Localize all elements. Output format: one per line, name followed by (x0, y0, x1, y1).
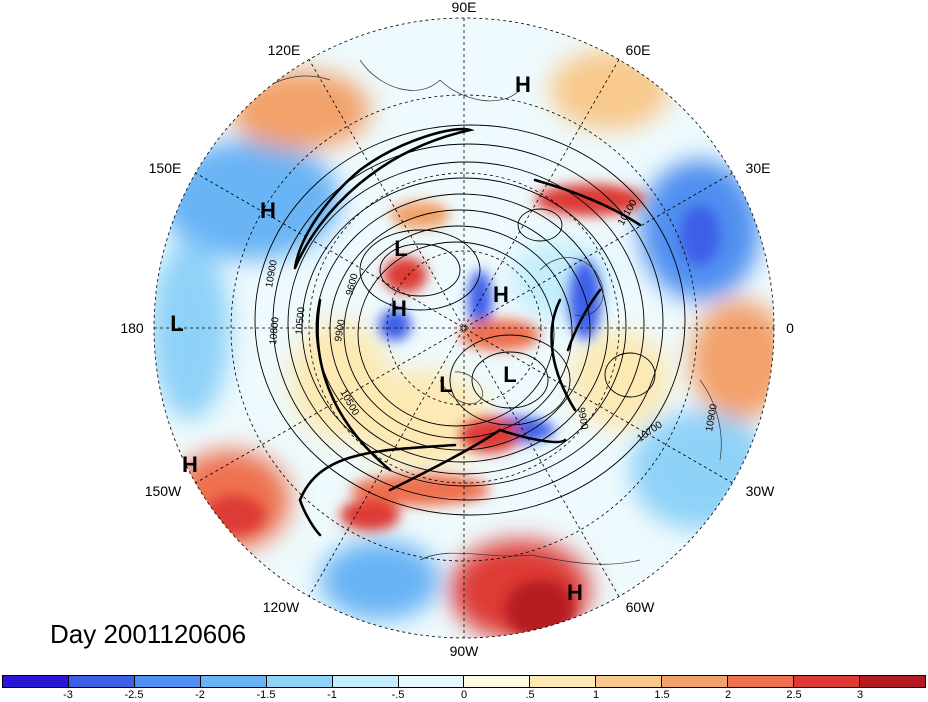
date-title: Day 2001120606 (50, 619, 247, 649)
high-pressure-label: H (567, 580, 583, 605)
colorbar-tick-label: 0 (460, 689, 468, 701)
colorbar (2, 675, 926, 688)
high-pressure-label: H (515, 72, 531, 97)
high-pressure-label: H (260, 198, 276, 223)
pressure-center-labels: H H H H H H L L L L (170, 72, 583, 605)
contour-value-labels: 9600 9900 10500 10800 10900 10500 10700 … (264, 198, 720, 445)
lon-label-120e: 120E (268, 42, 301, 58)
lon-label-120w: 120W (263, 599, 300, 615)
colorbar-swatch (200, 676, 267, 687)
colorbar-swatch (662, 676, 729, 687)
colorbar-tick-label: -2.5 (124, 689, 144, 701)
colorbar-tick-label: -.5 (391, 689, 405, 701)
contour-label: 10500 (294, 306, 307, 335)
low-pressure-label: L (503, 362, 516, 387)
lon-label-0: 0 (786, 320, 794, 336)
colorbar-tick-label: 3 (856, 689, 864, 701)
high-pressure-label: H (493, 282, 509, 307)
colorbar-swatch (859, 676, 925, 687)
colorbar-tick-label: 1 (592, 689, 600, 701)
colorbar-swatch (398, 676, 465, 687)
lon-label-30e: 30E (746, 160, 771, 176)
colorbar-swatch (728, 676, 795, 687)
colorbar-swatch (332, 676, 399, 687)
map-boundary (153, 17, 775, 639)
colorbar-tick-label: -1.5 (256, 689, 276, 701)
colorbar-tick-labels: -3 -2.5 -2 -1.5 -1 -.5 0 .5 1 1.5 2 2.5 3 (0, 689, 928, 702)
contour-label: 10900 (704, 403, 720, 433)
high-pressure-label: H (391, 296, 407, 321)
colorbar-tick-label: 1.5 (654, 689, 670, 701)
colorbar-swatch (596, 676, 663, 687)
contour-label: 9900 (333, 318, 348, 342)
colorbar-swatch (68, 676, 135, 687)
lon-label-90w: 90W (450, 643, 480, 659)
lon-label-60e: 60E (626, 42, 651, 58)
colorbar-swatch (266, 676, 333, 687)
colorbar-tick-label: 2 (724, 689, 732, 701)
colorbar-tick-label: -3 (63, 689, 73, 701)
longitude-labels: 90E 60E 30E 0 30W 60W 90W 120W 150W 180 … (120, 0, 794, 659)
colorbar-swatch (794, 676, 860, 687)
contour-label: 10800 (268, 316, 281, 345)
colorbar-swatch (464, 676, 531, 687)
lon-label-180: 180 (120, 320, 144, 336)
lon-label-60w: 60W (626, 599, 656, 615)
lon-label-90e: 90E (452, 0, 477, 15)
colorbar-tick-label: -2 (195, 689, 205, 701)
colorbar-tick-label: .5 (525, 689, 535, 701)
colorbar-tick-label: 2.5 (786, 689, 802, 701)
colorbar-swatch (530, 676, 597, 687)
low-pressure-label: L (170, 311, 183, 336)
low-pressure-label: L (439, 372, 452, 397)
lon-label-30w: 30W (746, 483, 776, 499)
colorbar-tick-label: -1 (327, 689, 337, 701)
geopotential-height-contours (254, 124, 686, 516)
graticule (154, 18, 774, 638)
anomaly-field (154, 18, 774, 638)
lon-label-150w: 150W (145, 483, 182, 499)
high-pressure-label: H (182, 452, 198, 477)
contour-label: 10900 (264, 259, 280, 289)
colorbar-swatch (134, 676, 201, 687)
colorbar-swatch (3, 676, 69, 687)
low-pressure-label: L (394, 236, 407, 261)
lon-label-150e: 150E (149, 160, 182, 176)
contour-label: 9900 (575, 407, 590, 431)
